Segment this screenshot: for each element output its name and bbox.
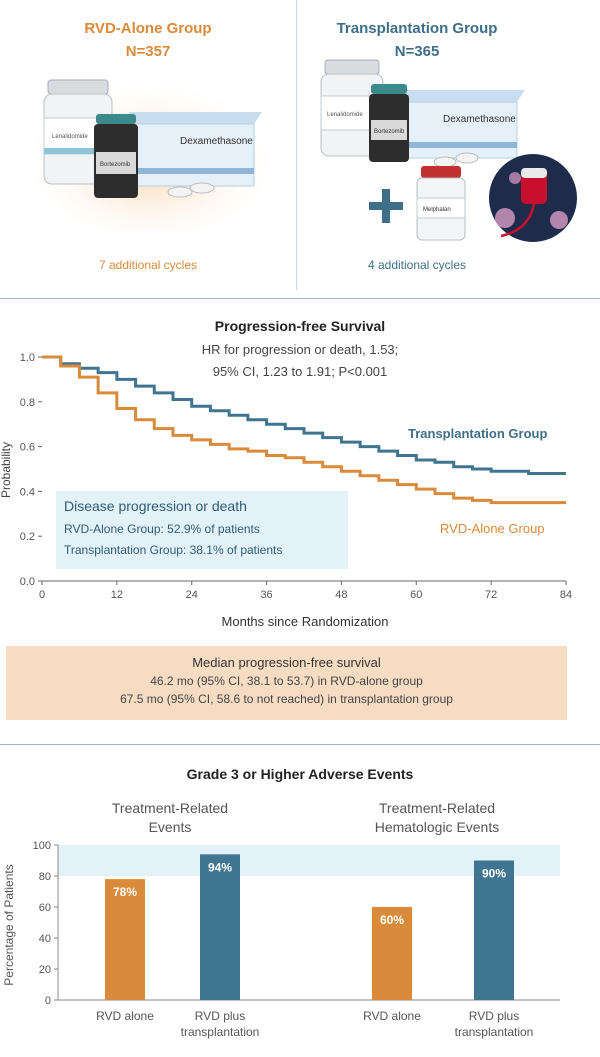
pill-icon — [189, 182, 215, 194]
bar-value-label: 90% — [482, 867, 506, 881]
transplant-drug-illustration: Dexamethasone Lenalidomide Bortezomib Me… — [320, 59, 577, 242]
rvd-cycles: 7 additional cycles — [98, 258, 198, 272]
section-divider-2 — [0, 744, 600, 745]
lenalidomide-label: Lenalidomide — [327, 112, 363, 118]
pfs-x-tick-label: 48 — [335, 589, 347, 601]
pfs-x-tick-label: 60 — [410, 589, 422, 601]
pill-icon — [455, 152, 479, 164]
pill-icon — [167, 186, 193, 198]
pfs-y-tick-label: 0.6 — [20, 442, 35, 454]
pfs-hr-line1: HR for progression or death, 1.53; — [201, 342, 399, 357]
rvd-group-n: N=357 — [125, 43, 171, 60]
bar-category-label: RVD alone — [96, 1009, 154, 1023]
median-pfs-rvd: 46.2 mo (95% CI, 38.1 to 53.7) in RVD-al… — [150, 674, 423, 688]
pfs-x-tick-label: 84 — [560, 589, 572, 601]
transplant-progression-stat: Transplantation Group: 38.1% of patients — [64, 543, 283, 557]
bar-category-label: RVD plus — [195, 1009, 245, 1023]
lenalidomide-label: Lenalidomide — [52, 134, 88, 140]
pfs-x-tick-label: 72 — [485, 589, 497, 601]
ae-y-tick-label: 60 — [39, 902, 51, 914]
ae-y-tick-label: 100 — [33, 840, 51, 852]
plus-icon — [369, 189, 403, 223]
pfs-hr-line2: 95% CI, 1.23 to 1.91; P<0.001 — [212, 364, 388, 379]
top-divider — [296, 0, 297, 290]
disease-progression-title: Disease progression or death — [64, 498, 247, 514]
pfs-y-tick-label: 0.4 — [20, 486, 35, 498]
pfs-x-tick-label: 0 — [39, 589, 45, 601]
rvd-series-label: RVD-Alone Group — [440, 521, 545, 536]
rvd-group-panel: RVD-Alone Group N=357 Dexamethasone Lena… — [0, 0, 296, 290]
dexamethasone-box — [396, 90, 525, 159]
pfs-y-tick-label: 0.2 — [20, 531, 35, 543]
ae-y-tick-label: 0 — [45, 995, 51, 1007]
ae-left-title-2: Events — [148, 819, 192, 835]
bortezomib-label: Bortezomib — [374, 129, 405, 135]
median-pfs-title: Median progression-free survival — [192, 655, 381, 670]
ae-left-title-1: Treatment-Related — [111, 800, 229, 816]
dexamethasone-label: Dexamethasone — [443, 114, 516, 125]
bar-category-label: transplantation — [455, 1025, 534, 1039]
transplant-group-n: N=365 — [394, 43, 440, 60]
median-pfs-box: Median progression-free survival 46.2 mo… — [6, 646, 567, 720]
ae-right-title-2: Hematologic Events — [374, 819, 500, 835]
transplant-series-label: Transplantation Group — [408, 426, 547, 441]
pfs-x-axis-label: Months since Randomization — [222, 614, 389, 629]
pfs-x-tick-label: 36 — [260, 589, 272, 601]
pfs-title: Progression-free Survival — [214, 318, 386, 334]
melphalan-vial — [416, 166, 466, 241]
rvd-drug-illustration: Dexamethasone Lenalidomide Bortezomib — [30, 77, 270, 232]
pfs-y-tick-label: 0.0 — [20, 576, 35, 588]
bar-value-label: 78% — [113, 885, 137, 899]
stem-cell-transplant-icon — [489, 154, 577, 242]
ae-y-axis-label: Percentage of Patients — [2, 864, 16, 985]
melphalan-label: Melphalan — [423, 207, 451, 213]
bar-value-label: 60% — [380, 913, 404, 927]
transplant-group-panel: Transplantation Group N=365 Dexamethason… — [297, 0, 600, 290]
bortezomib-vial — [94, 114, 138, 198]
hematologic-bar-transplant — [474, 860, 514, 1000]
transplant-cycles: 4 additional cycles — [367, 258, 467, 272]
ae-y-tick-label: 20 — [39, 964, 51, 976]
pill-icon — [433, 156, 457, 168]
pfs-y-tick-label: 1.0 — [20, 352, 35, 364]
bar-category-label: RVD plus — [469, 1009, 519, 1023]
pfs-y-axis-label: Probability — [0, 442, 13, 498]
transplant-survival-line — [42, 355, 566, 475]
pfs-x-tick-label: 12 — [111, 589, 123, 601]
pfs-x-tick-label: 24 — [186, 589, 198, 601]
ae-y-tick-label: 40 — [39, 933, 51, 945]
event-bar-transplant — [200, 854, 240, 1000]
bar-category-label: transplantation — [181, 1025, 260, 1039]
section-divider-1 — [0, 298, 600, 299]
disease-progression-box: Disease progression or death RVD-Alone G… — [56, 491, 348, 569]
ae-right-title-1: Treatment-Related — [378, 800, 496, 816]
dexamethasone-label: Dexamethasone — [180, 136, 253, 147]
bortezomib-vial — [369, 84, 409, 162]
bortezomib-label: Bortezomib — [100, 162, 131, 168]
dexamethasone-box — [121, 112, 262, 187]
bar-category-label: RVD alone — [363, 1009, 421, 1023]
hematologic-bar-rvd — [372, 907, 412, 1000]
transplant-group-title: Transplantation Group — [336, 20, 498, 37]
pfs-y-tick-label: 0.8 — [20, 397, 35, 409]
pfs-kaplan-meier-chart: 0.0 0.2 0.4 0.6 0.8 1.0 0 12 24 36 48 60 72 84 Probab… — [0, 352, 572, 629]
ae-title: Grade 3 or Higher Adverse Events — [186, 766, 414, 782]
event-bar-rvd — [105, 879, 145, 1000]
adverse-events-bar-chart: 0 20 40 60 80 100 78% RVD alone 94% RVD plus tran… — [2, 840, 560, 1039]
rvd-progression-stat: RVD-Alone Group: 52.9% of patients — [64, 522, 260, 536]
ae-y-tick-label: 80 — [39, 871, 51, 883]
bar-value-label: 94% — [208, 860, 232, 874]
rvd-survival-line — [42, 355, 566, 505]
median-pfs-transplant: 67.5 mo (95% CI, 58.6 to not reached) in… — [120, 692, 453, 706]
rvd-group-title: RVD-Alone Group — [84, 20, 212, 37]
